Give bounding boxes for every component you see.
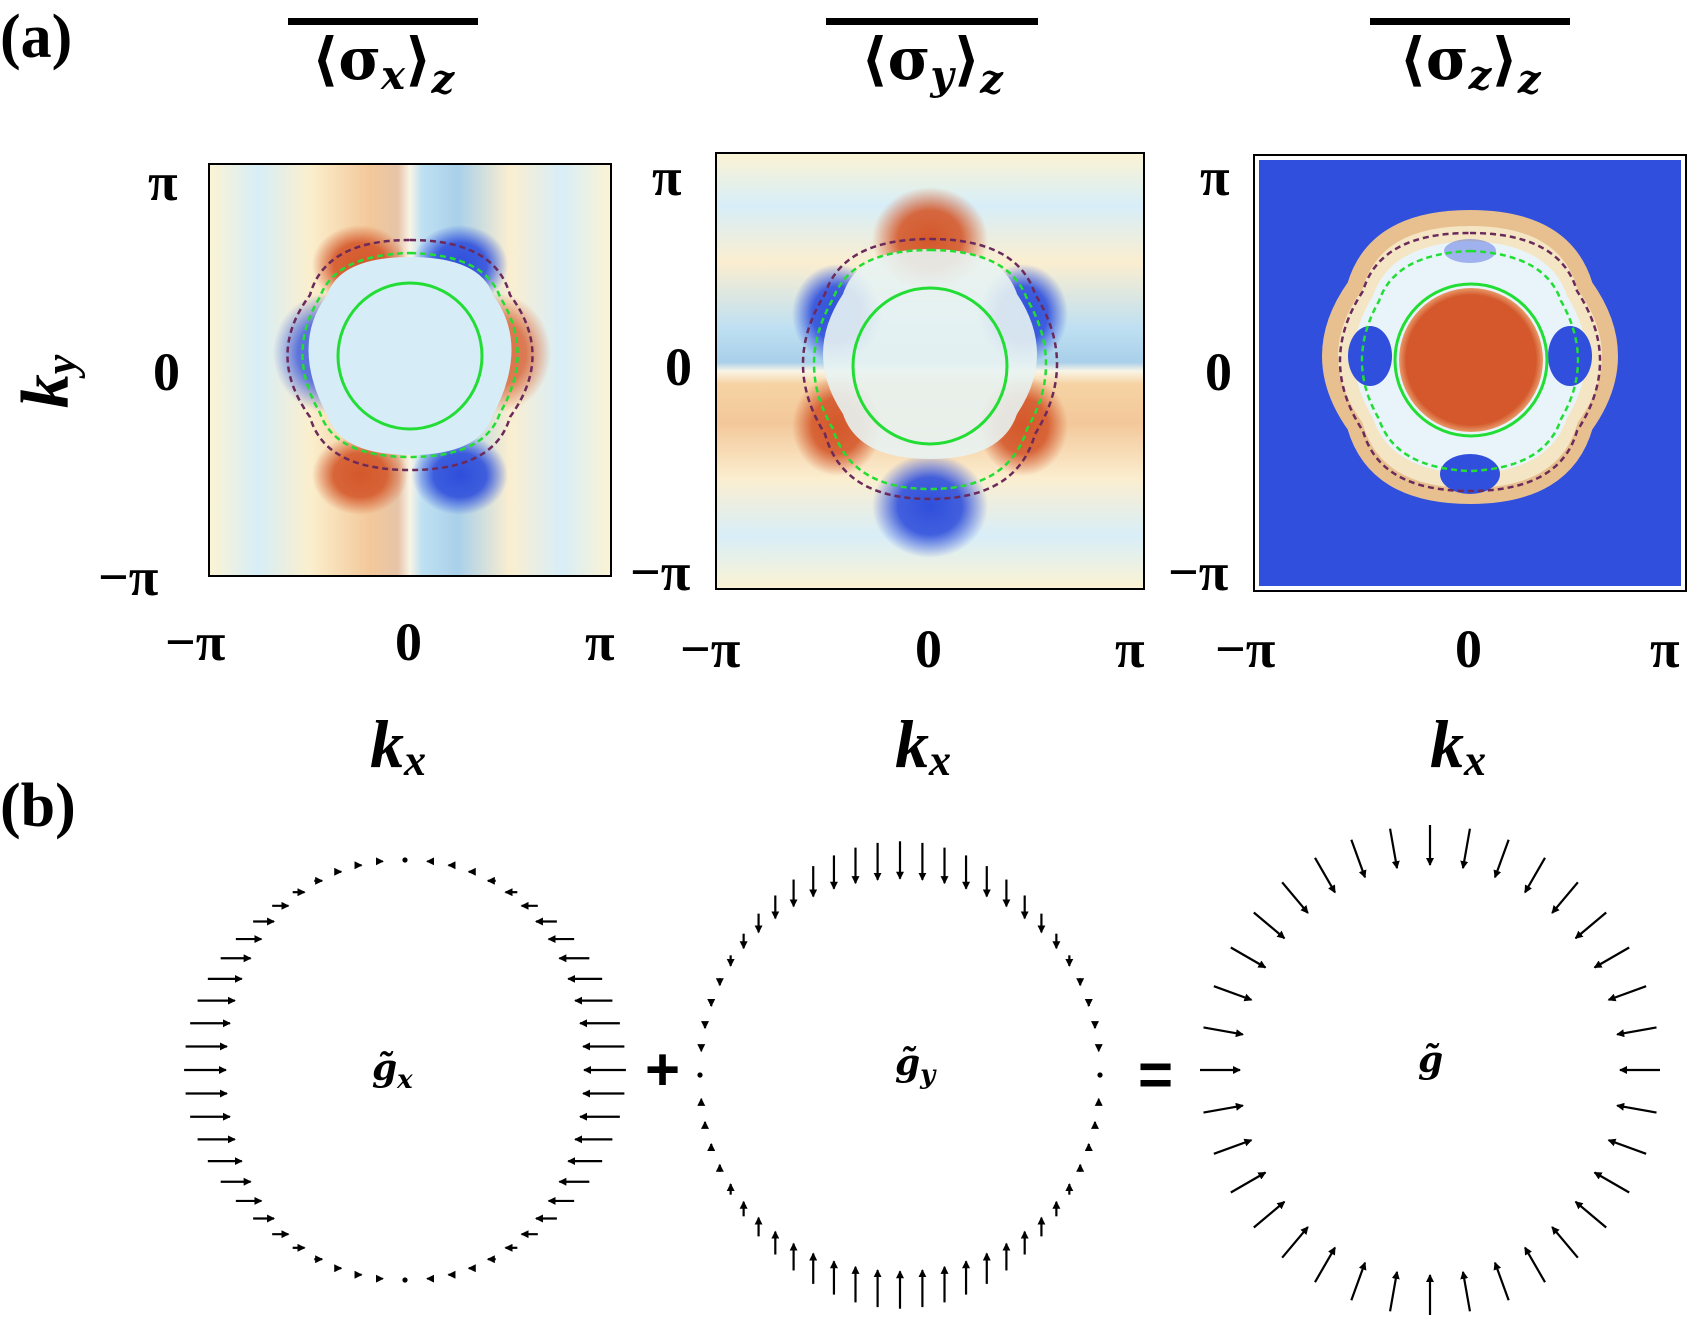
vector-arrow xyxy=(1388,1270,1400,1312)
xtick-negpi-3: −π xyxy=(1215,619,1276,679)
overline xyxy=(288,18,478,25)
ytick-0-1: 0 xyxy=(153,342,180,402)
ytick-pi-2: π xyxy=(652,147,682,207)
vector-arrow xyxy=(1574,1200,1607,1229)
vector-field-g xyxy=(1200,825,1660,1315)
vector-arrow xyxy=(1551,881,1579,914)
label-gy: g̃y xyxy=(895,1042,936,1091)
vector-arrow xyxy=(1616,1026,1657,1038)
vector-dot xyxy=(1097,1072,1103,1078)
vector-arrow xyxy=(1607,1138,1647,1155)
ytick-pi-1: π xyxy=(148,152,178,212)
overline xyxy=(1370,18,1570,25)
xtick-negpi-2: −π xyxy=(680,619,741,679)
vector-field-gx xyxy=(184,857,626,1283)
vector-arrow xyxy=(1350,839,1367,879)
xlabel-kx-2: kx xyxy=(895,706,951,785)
ylabel-ky: ky xyxy=(6,354,86,409)
title-sigma-z: ⟨σz⟩z xyxy=(1360,18,1580,120)
vector-arrow xyxy=(1493,839,1510,879)
vector-arrow xyxy=(1253,911,1286,940)
vector-arrow xyxy=(1350,1261,1367,1301)
vector-arrow xyxy=(1493,1261,1510,1301)
ytick-negpi-3: −π xyxy=(1168,542,1229,602)
title-sigma-x: ⟨σx⟩z xyxy=(278,18,488,120)
xtick-0-2: 0 xyxy=(915,619,942,679)
heatmap-sigma-x xyxy=(208,163,612,577)
xlabel-kx-1: kx xyxy=(370,706,426,785)
vector-arrow xyxy=(1213,985,1253,1002)
label-gx: g̃x xyxy=(372,1047,413,1096)
title-sigma-y: ⟨σy⟩z xyxy=(816,18,1048,120)
ytick-0-3: 0 xyxy=(1205,342,1232,402)
vector-arrow xyxy=(1524,857,1546,894)
vector-arrow xyxy=(1230,946,1267,969)
xtick-0-1: 0 xyxy=(395,612,422,672)
plus-sign: + xyxy=(645,1036,681,1103)
label-g: g̃ xyxy=(1418,1039,1444,1081)
vector-arrow xyxy=(1203,1026,1244,1038)
vector-arrow xyxy=(1253,1200,1286,1229)
vector-arrow xyxy=(1551,1226,1579,1259)
vector-arrow xyxy=(1524,1246,1546,1283)
vector-dot xyxy=(402,857,408,863)
vector-arrow xyxy=(1314,857,1336,894)
vector-arrow xyxy=(1460,1270,1472,1312)
vector-arrow xyxy=(1230,1171,1267,1194)
vector-dot xyxy=(697,1072,703,1078)
equals-sign: = xyxy=(1138,1041,1174,1108)
xtick-negpi-1: −π xyxy=(165,612,226,672)
heatmap-sigma-z xyxy=(1253,154,1687,592)
xtick-pi-1: π xyxy=(585,612,615,672)
xlabel-kx-3: kx xyxy=(1430,706,1486,785)
vector-arrow xyxy=(1281,881,1309,914)
vector-arrow xyxy=(1616,1102,1657,1114)
vector-arrow xyxy=(1593,1171,1630,1194)
vector-arrow xyxy=(1574,911,1607,940)
vector-arrow xyxy=(1388,828,1400,870)
heatmap-sigma-y xyxy=(715,152,1145,590)
ytick-negpi-2: −π xyxy=(630,542,691,602)
panel-a-label: (a) xyxy=(0,3,73,71)
vector-arrow xyxy=(1314,1246,1336,1283)
vector-arrow xyxy=(1460,828,1472,870)
ytick-pi-3: π xyxy=(1200,147,1230,207)
ytick-0-2: 0 xyxy=(665,337,692,397)
xtick-pi-2: π xyxy=(1115,619,1145,679)
panel-b-label: (b) xyxy=(0,772,76,840)
xtick-0-3: 0 xyxy=(1455,619,1482,679)
overline xyxy=(826,18,1038,25)
vector-field-gy xyxy=(697,841,1103,1309)
vector-arrow xyxy=(1281,1226,1309,1259)
xtick-pi-3: π xyxy=(1650,619,1680,679)
vector-arrow xyxy=(1607,985,1647,1002)
ytick-negpi-1: −π xyxy=(98,547,159,607)
vector-dot xyxy=(402,1277,408,1283)
vector-arrow xyxy=(1593,946,1630,969)
vector-arrow xyxy=(1203,1102,1244,1114)
vector-arrow xyxy=(1213,1138,1253,1155)
